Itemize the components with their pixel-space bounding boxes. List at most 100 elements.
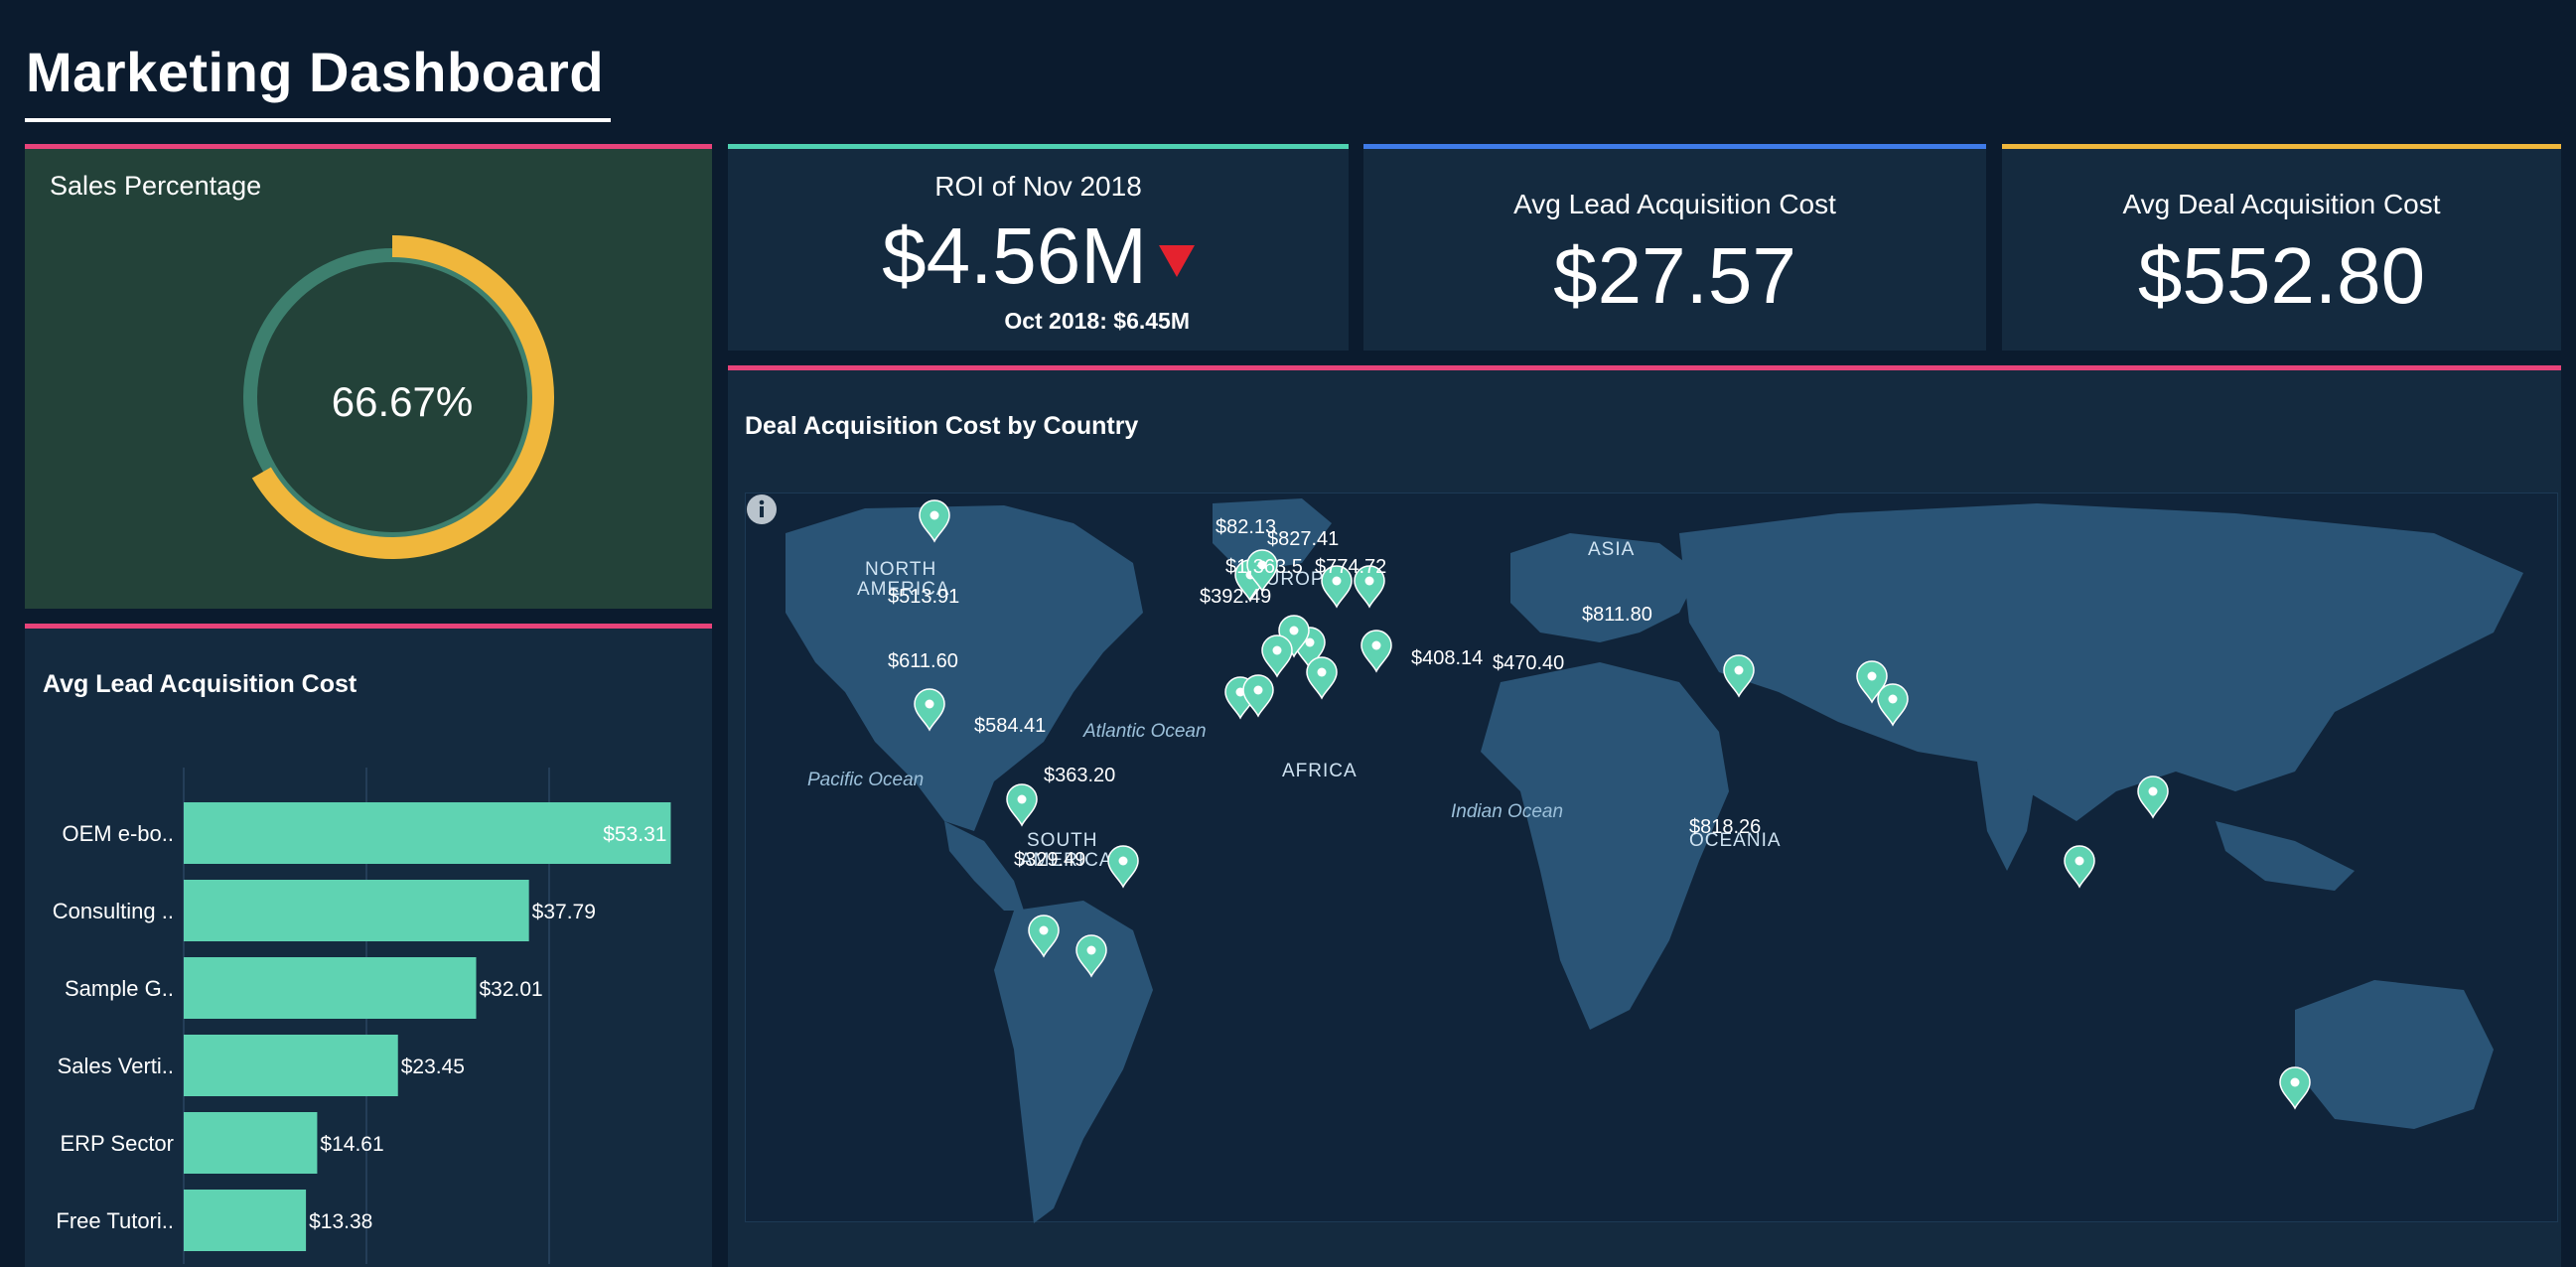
deal-cost-map-card[interactable]: Deal Acquisition Cost by Country NORTH: [728, 365, 2561, 1267]
map-marker-pin-icon[interactable]: [1006, 783, 1038, 827]
sales-donut-chart[interactable]: [209, 218, 596, 586]
map-marker-pin-icon[interactable]: [1877, 683, 1909, 727]
map-marker-pin-icon[interactable]: [1107, 845, 1139, 889]
avg-deal-cost-card[interactable]: Avg Deal Acquisition Cost $552.80: [2002, 144, 2561, 351]
marker-label: $82.13: [1216, 516, 1276, 538]
map-marker-pin-icon[interactable]: [1028, 915, 1060, 958]
bar-category-label: Consulting ..: [53, 899, 174, 923]
map-marker-pin-icon[interactable]: [2137, 775, 2169, 819]
ocean-label-indian: Indian Ocean: [1451, 801, 1563, 822]
land-europe: [1510, 533, 1699, 642]
bar-category-label: Sales Verti..: [58, 1054, 174, 1078]
map-marker-pin-icon[interactable]: [1321, 565, 1353, 609]
bar-value-label: $32.01: [479, 978, 542, 1001]
roi-title: ROI of Nov 2018: [934, 171, 1142, 202]
bar[interactable]: [184, 1190, 307, 1251]
land-india: [1977, 762, 2037, 871]
roi-value-row: $4.56M: [728, 211, 1349, 302]
bar-category-label: Free Tutori..: [56, 1208, 174, 1233]
region-label-oceania: OCEANIA: [1689, 830, 1782, 851]
bar-value-label: $13.38: [309, 1210, 372, 1233]
map-marker-pin-icon[interactable]: [1246, 549, 1278, 593]
land-southeast-asia: [2216, 821, 2355, 891]
map-marker-pin-icon[interactable]: [1242, 674, 1274, 718]
sales-percentage-card[interactable]: Sales Percentage 66.67%: [25, 144, 712, 609]
land-north-america: [786, 505, 1143, 831]
donut-fill-arc: [251, 235, 554, 559]
region-label-north: NORTH: [865, 559, 936, 580]
bar-value-label: $37.79: [532, 901, 596, 923]
marker-label: $611.60: [888, 650, 958, 672]
bar-category-label: OEM e-bo..: [63, 821, 174, 846]
avg-deal-cost-value: $552.80: [2137, 231, 2426, 320]
world-map[interactable]: NORTH AMERICA SOUTH AMERICA EUROPE AFRIC…: [745, 493, 2558, 1223]
land-masses: [786, 498, 2523, 1223]
map-marker-pin-icon[interactable]: [919, 499, 950, 543]
marker-label: $329.49: [1014, 849, 1085, 871]
map-marker-pin-icon[interactable]: [1306, 656, 1338, 700]
bar-value-label: $23.45: [401, 1056, 465, 1078]
bar[interactable]: [184, 957, 477, 1019]
marker-label: $408.14: [1411, 647, 1483, 669]
sales-percentage-label: Sales Percentage: [50, 171, 262, 201]
region-label-south-america: AMERICA: [1020, 850, 1113, 871]
down-triangle-icon: [1158, 245, 1195, 277]
map-marker-pin-icon[interactable]: [1354, 565, 1385, 609]
land-asia: [1679, 503, 2523, 821]
avg-lead-cost-title: Avg Lead Acquisition Cost: [1513, 189, 1836, 219]
sales-percentage-value: 66.67%: [331, 378, 474, 425]
map-marker-pin-icon[interactable]: [1075, 934, 1107, 978]
info-icon[interactable]: [746, 493, 778, 525]
region-label-asia: ASIA: [1588, 539, 1635, 560]
roi-card[interactable]: ROI of Nov 2018 $4.56M Oct 2018: $6.45M: [728, 144, 1349, 351]
map-marker-pin-icon[interactable]: [1723, 654, 1755, 698]
bar-value-label: $14.61: [320, 1133, 383, 1156]
bar-chart-title: Avg Lead Acquisition Cost: [43, 670, 358, 698]
land-australia: [2295, 980, 2494, 1129]
bar-category-label: ERP Sector: [60, 1131, 174, 1156]
land-central-america: [944, 821, 1024, 911]
marker-label: $811.80: [1582, 604, 1652, 626]
marker-label: $818.26: [1689, 816, 1761, 838]
ocean-label-atlantic: Atlantic Ocean: [1082, 721, 1207, 742]
world-map-svg: NORTH AMERICA SOUTH AMERICA EUROPE AFRIC…: [786, 498, 2523, 1223]
marker-label: $584.41: [974, 715, 1046, 737]
bar[interactable]: [184, 1112, 318, 1174]
page-title: Marketing Dashboard: [26, 41, 605, 103]
map-marker-pin-icon[interactable]: [914, 688, 945, 732]
map-marker-pin-icon[interactable]: [1360, 630, 1392, 673]
map-title: Deal Acquisition Cost by Country: [745, 412, 1139, 440]
map-markers: [914, 499, 2311, 1110]
avg-lead-cost-chart-card[interactable]: Avg Lead Acquisition Cost OEM e-bo.. $53.…: [25, 624, 712, 1267]
title-underline: [25, 118, 611, 122]
map-marker-pin-icon[interactable]: [1261, 634, 1293, 678]
land-south-america: [994, 901, 1153, 1223]
land-africa: [1481, 662, 1729, 1030]
region-label-america: AMERICA: [857, 579, 950, 600]
region-label-south: SOUTH: [1027, 830, 1098, 851]
marker-label: $774.72: [1315, 556, 1386, 578]
avg-lead-cost-card[interactable]: Avg Lead Acquisition Cost $27.57: [1363, 144, 1986, 351]
bar-category-label: Sample G..: [65, 976, 174, 1001]
map-marker-pin-icon[interactable]: [2064, 845, 2095, 889]
land-greenland: [1213, 498, 1332, 573]
marker-label: $470.40: [1493, 652, 1564, 674]
marker-label: $392.49: [1200, 586, 1271, 608]
marker-label: $827.41: [1267, 528, 1339, 550]
bar[interactable]: [184, 802, 671, 864]
bar[interactable]: [184, 1035, 398, 1096]
bar-chart-svg: OEM e-bo.. $53.31 Consulting .. $37.79 Sampl…: [53, 768, 671, 1264]
avg-lead-cost-value: $27.57: [1553, 231, 1796, 320]
roi-previous: Oct 2018: $6.45M: [1004, 308, 1190, 334]
bar-value-label: $53.31: [603, 823, 666, 846]
bar[interactable]: [184, 880, 529, 941]
marker-label: $363.20: [1044, 765, 1115, 786]
roi-value: $4.56M: [882, 211, 1147, 300]
map-marker-pin-icon[interactable]: [2279, 1066, 2311, 1110]
avg-deal-cost-title: Avg Deal Acquisition Cost: [2122, 189, 2441, 219]
map-marker-pin-icon[interactable]: [1856, 660, 1888, 704]
ocean-label-pacific: Pacific Ocean: [807, 770, 924, 790]
region-label-africa: AFRICA: [1282, 761, 1358, 781]
marker-label: $513.91: [888, 586, 959, 608]
